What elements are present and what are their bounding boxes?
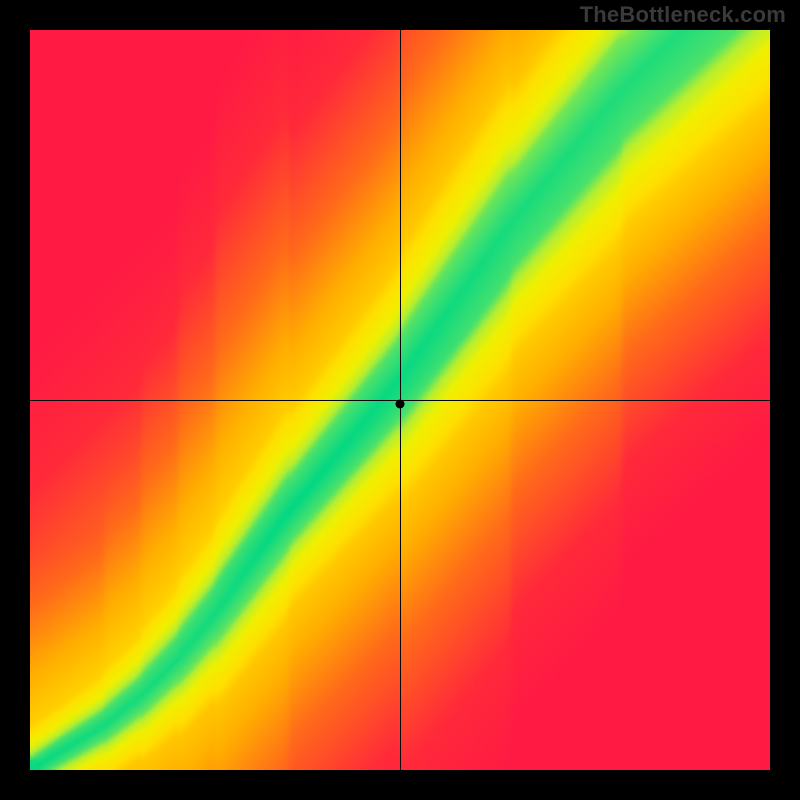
watermark-text: TheBottleneck.com (580, 2, 786, 28)
data-point-marker (396, 399, 405, 408)
heatmap-plot (30, 30, 770, 770)
figure-container: TheBottleneck.com (0, 0, 800, 800)
